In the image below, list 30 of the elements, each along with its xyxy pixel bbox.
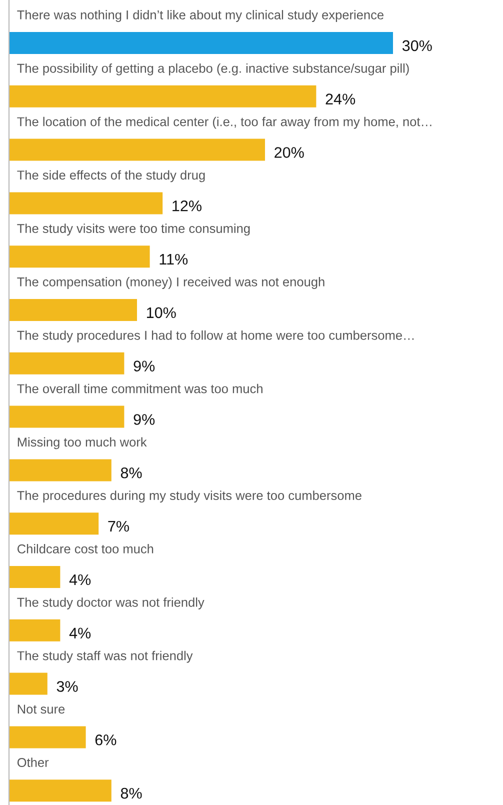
data-label: 3% xyxy=(56,681,78,692)
y-tick-label: The side effects of the study drug xyxy=(17,170,205,182)
data-label: 9% xyxy=(134,360,155,372)
data-label: 7% xyxy=(108,520,129,532)
data-label: 20% xyxy=(274,147,304,158)
data-label: 9% xyxy=(134,414,155,425)
y-tick-label: The study doctor was not friendly xyxy=(17,597,204,610)
data-label: 4% xyxy=(69,628,91,638)
y-tick-label: The study visits were too time consuming xyxy=(17,224,250,236)
data-label: 8% xyxy=(120,467,142,478)
y-tick-label: The location of the medical center (i.e., too far away from my home, not… xyxy=(17,116,432,129)
data-label: 11% xyxy=(160,254,188,265)
y-tick-label: Not sure xyxy=(18,704,65,714)
data-label: 10% xyxy=(147,307,176,318)
data-label: 8% xyxy=(120,788,142,799)
data-label: 30% xyxy=(402,40,432,52)
data-label: 24% xyxy=(326,94,356,104)
y-tick-label: The possibility of getting a placebo (e.g. inactive substance/sugar pill) xyxy=(17,63,409,76)
data-label: 6% xyxy=(95,734,116,746)
y-tick-label: There was nothing I didn’t like about my clinical study experience xyxy=(17,10,384,22)
y-tick-label: The study staff was not friendly xyxy=(17,650,193,663)
y-tick-label: The study procedures I had to follow at home were too cumbersome… xyxy=(17,330,414,342)
y-tick-label: The overall time commitment was too much xyxy=(17,384,262,394)
y-tick-label: The procedures during my study visits were too cumbersome xyxy=(17,490,362,503)
y-tick-label: The compensation (money) I received was not enough xyxy=(17,277,324,289)
y-tick-label: Missing too much work xyxy=(18,437,147,450)
y-tick-label: Childcare cost too much xyxy=(18,544,154,554)
data-label: 12% xyxy=(172,200,202,212)
y-tick-label: Other xyxy=(17,758,49,768)
data-label: 4% xyxy=(69,574,91,586)
